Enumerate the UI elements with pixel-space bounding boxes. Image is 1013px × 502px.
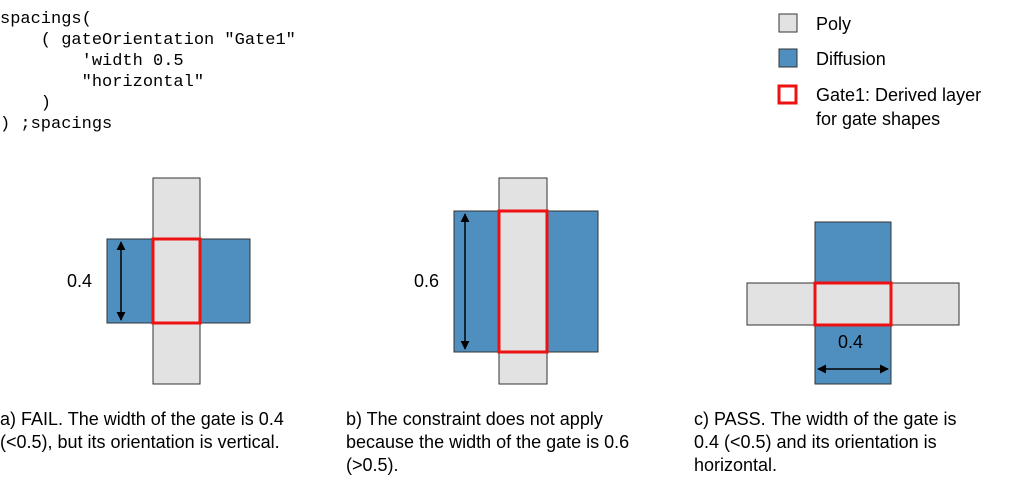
legend-label-gate-line2: for gate shapes — [816, 109, 940, 129]
legend-label-gate: Gate1: Derived layer — [816, 85, 981, 105]
gate-shape — [151, 237, 202, 325]
code-line: ) ;spacings — [0, 115, 113, 134]
legend-item-gate: Gate1: Derived layer for gate shapes — [777, 84, 981, 129]
legend: Poly Diffusion Gate1: Derived layer for … — [777, 13, 981, 129]
legend-swatch-poly — [778, 13, 798, 33]
figure-c: 0.4 — [746, 221, 960, 385]
dimension-label: 0.6 — [414, 271, 439, 291]
caption-line: a) FAIL. The width of the gate is 0.4 — [0, 409, 284, 429]
caption-line: because the width of the gate is 0.6 — [346, 432, 630, 452]
caption-line: (>0.5). — [346, 455, 399, 475]
caption-c: c) PASS. The width of the gate is 0.4 (<… — [694, 408, 956, 477]
code-block: spacings( ( gateOrientation "Gate1" 'wid… — [0, 9, 296, 135]
gate-shape — [813, 281, 893, 327]
legend-item-poly: Poly — [778, 13, 851, 34]
figure-a: 0.4 — [67, 177, 251, 385]
legend-label-poly: Poly — [816, 14, 851, 34]
poly-shape — [746, 282, 960, 326]
dimension-label: 0.4 — [838, 332, 863, 352]
code-line: ( gateOrientation "Gate1" — [0, 31, 296, 50]
caption-line: c) PASS. The width of the gate is — [694, 409, 957, 429]
caption-line: b) The constraint does not apply — [346, 409, 603, 429]
gate-shape — [497, 209, 549, 354]
caption-a: a) FAIL. The width of the gate is 0.4 (<… — [0, 408, 284, 454]
caption-b: b) The constraint does not apply because… — [346, 408, 629, 477]
caption-line: horizontal. — [694, 455, 778, 475]
legend-swatch-gate — [777, 84, 798, 105]
code-line: "horizontal" — [0, 73, 205, 92]
dimension-label: 0.4 — [67, 271, 92, 291]
code-line: ) — [0, 94, 52, 113]
caption-line: (<0.5), but its orientation is vertical. — [0, 432, 280, 452]
figure-b: 0.6 — [414, 177, 599, 385]
legend-label-diffusion: Diffusion — [816, 49, 886, 69]
legend-swatch-diffusion — [778, 48, 798, 68]
code-line: spacings( — [0, 10, 92, 29]
legend-item-diffusion: Diffusion — [778, 48, 886, 69]
caption-line: 0.4 (<0.5) and its orientation is — [694, 432, 937, 452]
code-line: 'width 0.5 — [0, 52, 184, 71]
poly-shape — [152, 177, 201, 385]
